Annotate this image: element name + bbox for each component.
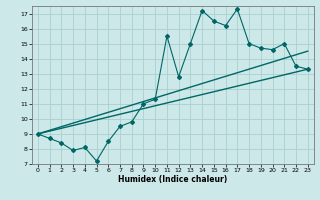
- X-axis label: Humidex (Indice chaleur): Humidex (Indice chaleur): [118, 175, 228, 184]
